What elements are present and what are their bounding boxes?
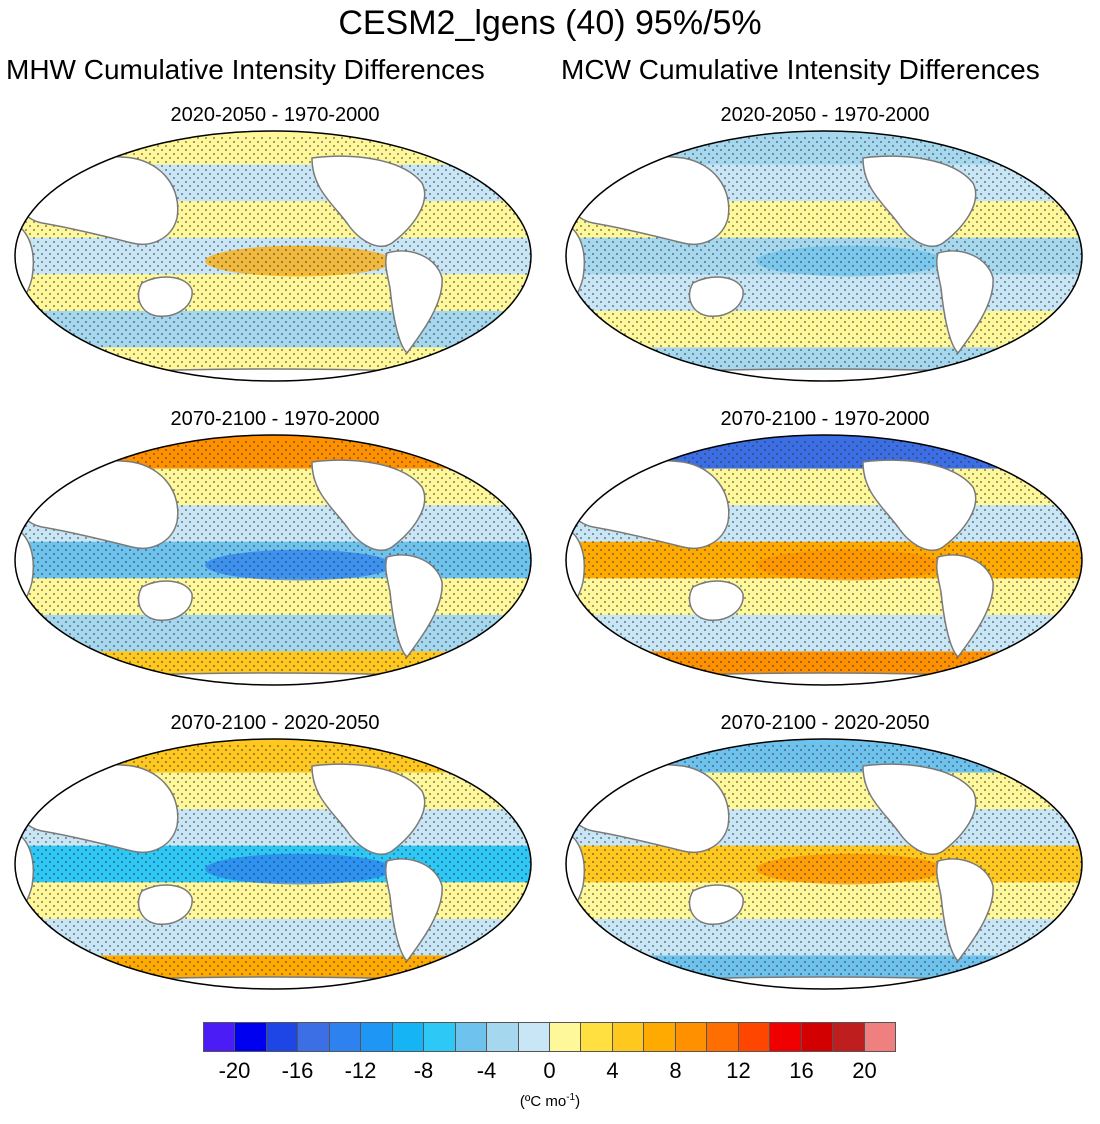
colorbar-box: [455, 1023, 488, 1051]
map-mcw-2070-2100-vs-2020-2050: [565, 738, 1083, 990]
colorbar-box: [266, 1023, 299, 1051]
colorbar-box: [801, 1023, 834, 1051]
colorbar-tick-label: -20: [218, 1058, 251, 1083]
map-mcw-2070-2100-vs-1970-2000: [565, 434, 1083, 686]
figure-title: CESM2_lgens (40) 95%/5%: [338, 4, 762, 42]
panel-title-mcw-2: 2070-2100 - 1970-2000: [720, 408, 930, 430]
mcw-column-title: MCW Cumulative Intensity Differences: [561, 54, 1040, 85]
colorbar-box: [770, 1023, 802, 1051]
colorbar-box: [329, 1023, 362, 1051]
colorbar-tick-label: 4: [606, 1058, 619, 1083]
colorbar-box: [424, 1023, 456, 1051]
colorbar-box: [675, 1023, 708, 1051]
colorbar-tick-label: 20: [852, 1058, 877, 1083]
colorbar-box: [864, 1023, 895, 1051]
panel-title-mhw-2: 2070-2100 - 1970-2000: [170, 408, 380, 430]
colorbar-tick-label: -16: [281, 1058, 314, 1083]
colorbar-tick-label: -8: [413, 1058, 434, 1083]
colorbar-tick-label: -12: [344, 1058, 377, 1083]
panel-title-mhw-3: 2070-2100 - 2020-2050: [170, 712, 380, 734]
map-mhw-2070-2100-vs-1970-2000: [14, 434, 532, 686]
map-mcw-2020-2050-vs-1970-2000: [565, 130, 1083, 382]
colorbar-tick-label: -4: [476, 1058, 497, 1083]
colorbar-box: [581, 1023, 613, 1051]
colorbar-box: [392, 1023, 425, 1051]
panel-title-mhw-1: 2020-2050 - 1970-2000: [170, 104, 380, 126]
colorbar-units: (ºC mo-1): [519, 1092, 581, 1110]
colorbar-box: [612, 1023, 645, 1051]
colorbar-box: [204, 1023, 236, 1051]
colorbar-box: [707, 1023, 739, 1051]
map-mhw-2020-2050-vs-1970-2000: [14, 130, 532, 382]
colorbar-box: [738, 1023, 771, 1051]
colorbar-box: [298, 1023, 330, 1051]
colorbar-tick-label: 16: [789, 1058, 814, 1083]
colorbar-box: [487, 1023, 519, 1051]
colorbar-tick-label: 0: [543, 1058, 556, 1083]
panel-title-mcw-3: 2070-2100 - 2020-2050: [720, 712, 930, 734]
colorbar-box: [644, 1023, 676, 1051]
colorbar-box: [235, 1023, 267, 1051]
panel-title-mcw-1: 2020-2050 - 1970-2000: [720, 104, 930, 126]
map-mhw-2070-2100-vs-2020-2050: [14, 738, 532, 990]
colorbar-tick-label: 12: [726, 1058, 751, 1083]
colorbar-box: [833, 1023, 865, 1051]
colorbar-tick-label: 8: [669, 1058, 682, 1083]
colorbar-box: [549, 1023, 582, 1051]
colorbar: [203, 1022, 896, 1052]
colorbar-box: [361, 1023, 393, 1051]
colorbar-box: [518, 1023, 550, 1051]
mhw-column-title: MHW Cumulative Intensity Differences: [6, 54, 485, 85]
